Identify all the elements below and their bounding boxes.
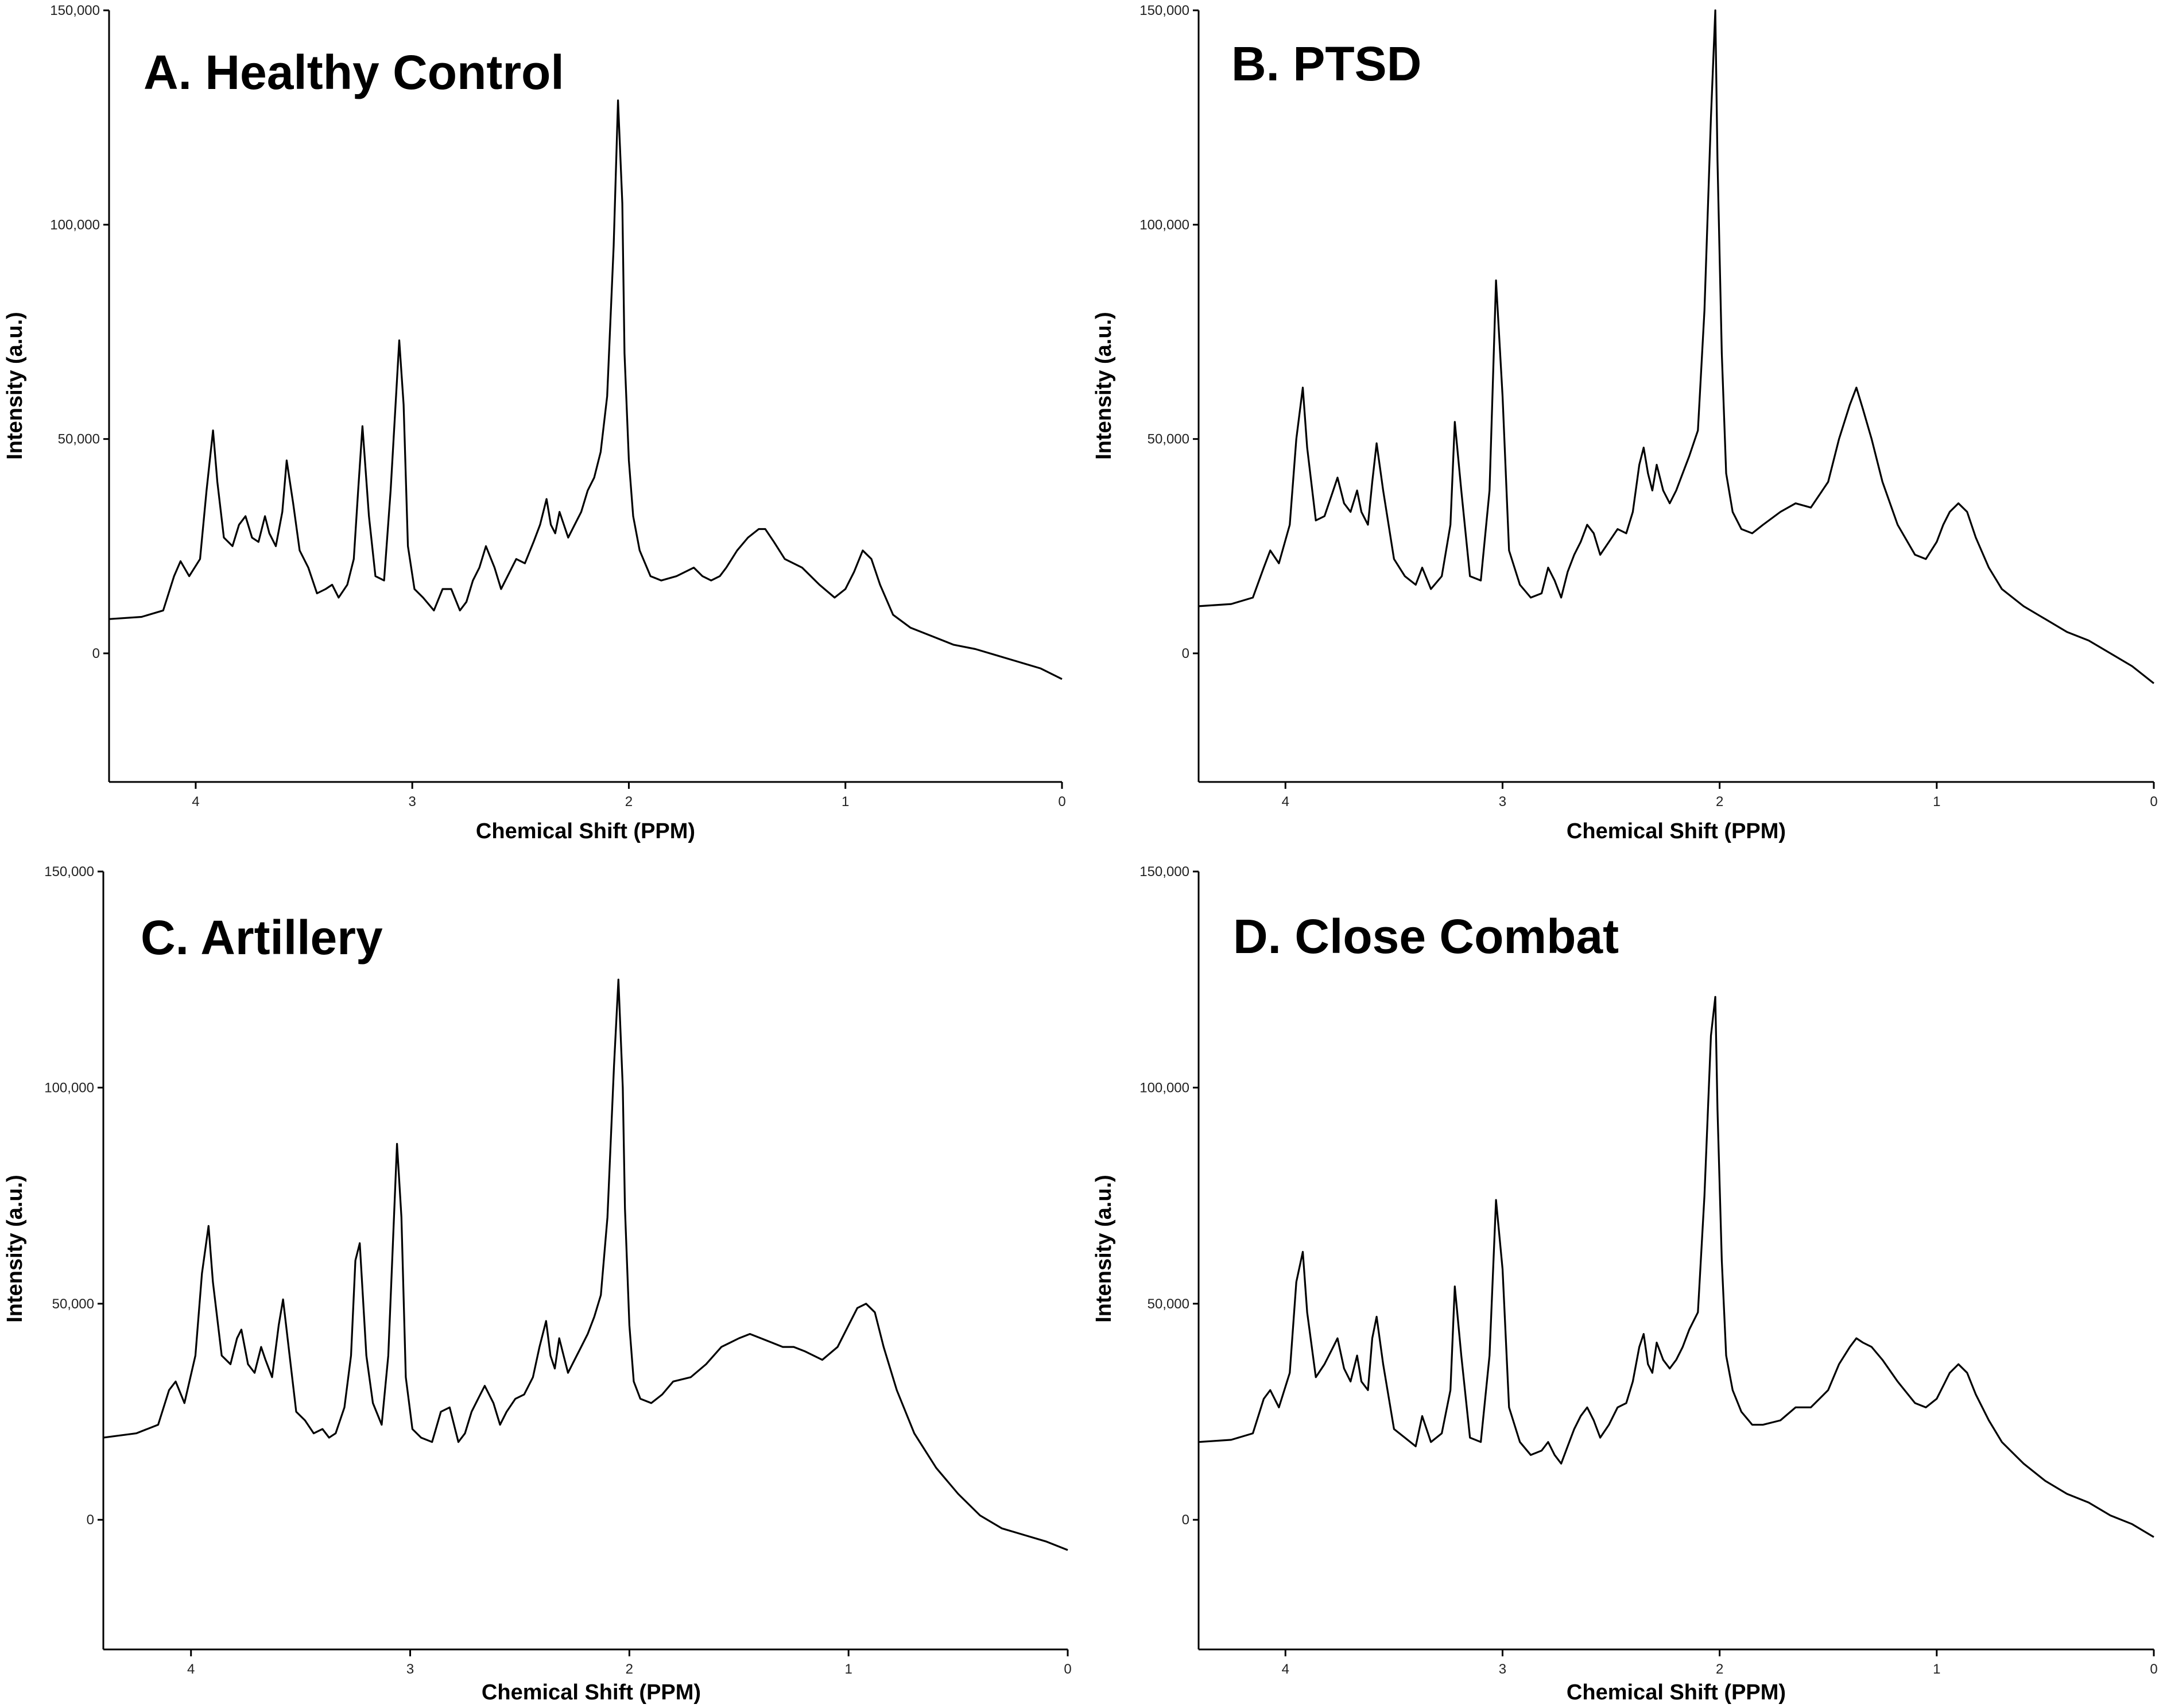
x-tick-label: 1	[1933, 794, 1940, 810]
x-tick-label: 3	[1499, 1661, 1506, 1677]
y-tick-label: 50,000	[58, 432, 100, 447]
x-tick-label: 3	[409, 794, 416, 810]
y-axis-title: Intensity (a.u.)	[3, 312, 27, 460]
y-tick-label: 100,000	[1139, 1080, 1189, 1095]
panel-title: C. Artillery	[141, 911, 383, 965]
x-tick-label: 3	[406, 1661, 414, 1677]
spectrum-line	[108, 99, 1063, 680]
y-tick-label: 50,000	[1148, 1296, 1189, 1312]
x-tick-label: 4	[192, 794, 199, 810]
x-tick-label: 0	[2150, 1661, 2157, 1677]
y-tick-label: 0	[87, 1512, 94, 1528]
panel-healthy-control: A. Healthy Control Chemical Shift (PPM) …	[3, 3, 1066, 843]
y-tick-label: 150,000	[50, 3, 100, 18]
y-tick-label: 100,000	[44, 1080, 94, 1095]
y-tick-label: 0	[92, 646, 100, 661]
x-tick-label: 0	[2150, 794, 2157, 810]
x-tick-label: 2	[1716, 794, 1723, 810]
panel-close-combat: D. Close Combat Chemical Shift (PPM) Int…	[1092, 864, 2158, 1705]
y-tick-label: 50,000	[1148, 432, 1189, 447]
y-axis-title: Intensity (a.u.)	[3, 1175, 27, 1323]
x-tick-label: 2	[625, 794, 633, 810]
x-axis-title: Chemical Shift (PPM)	[482, 1680, 701, 1705]
x-tick-label: 0	[1064, 1661, 1071, 1677]
panel-artillery: C. Artillery Chemical Shift (PPM) Intens…	[3, 864, 1072, 1705]
x-tick-label: 3	[1499, 794, 1506, 810]
x-tick-label: 4	[1282, 1661, 1289, 1677]
y-tick-label: 0	[1182, 1512, 1189, 1528]
x-tick-label: 1	[1933, 1661, 1940, 1677]
x-tick-label: 2	[1716, 1661, 1723, 1677]
y-tick-label: 100,000	[1139, 217, 1189, 233]
y-tick-label: 150,000	[1139, 864, 1189, 880]
y-tick-label: 50,000	[52, 1296, 94, 1312]
x-axis-title: Chemical Shift (PPM)	[1567, 819, 1786, 843]
y-axis-title: Intensity (a.u.)	[1092, 1175, 1116, 1323]
x-axis-title: Chemical Shift (PPM)	[1567, 1680, 1786, 1705]
x-tick-label: 4	[187, 1661, 195, 1677]
x-tick-label: 1	[845, 1661, 852, 1677]
y-tick-label: 0	[1182, 646, 1189, 661]
panel-title: D. Close Combat	[1233, 909, 1619, 963]
x-tick-label: 2	[626, 1661, 633, 1677]
x-axis-title: Chemical Shift (PPM)	[476, 819, 695, 843]
y-tick-label: 150,000	[44, 864, 94, 880]
x-tick-label: 1	[842, 794, 849, 810]
y-tick-label: 150,000	[1139, 3, 1189, 18]
spectrum-line	[103, 978, 1068, 1551]
spectrum-line	[1198, 9, 2154, 684]
spectrum-line	[1198, 996, 2154, 1538]
y-tick-label: 100,000	[50, 217, 100, 233]
panel-title: B. PTSD	[1231, 37, 1421, 91]
panel-title: A. Healthy Control	[144, 45, 564, 99]
x-tick-label: 4	[1282, 794, 1289, 810]
y-axis-title: Intensity (a.u.)	[1092, 312, 1116, 460]
panel-ptsd: B. PTSD Chemical Shift (PPM) Intensity (…	[1092, 3, 2158, 843]
x-tick-label: 0	[1058, 794, 1065, 810]
